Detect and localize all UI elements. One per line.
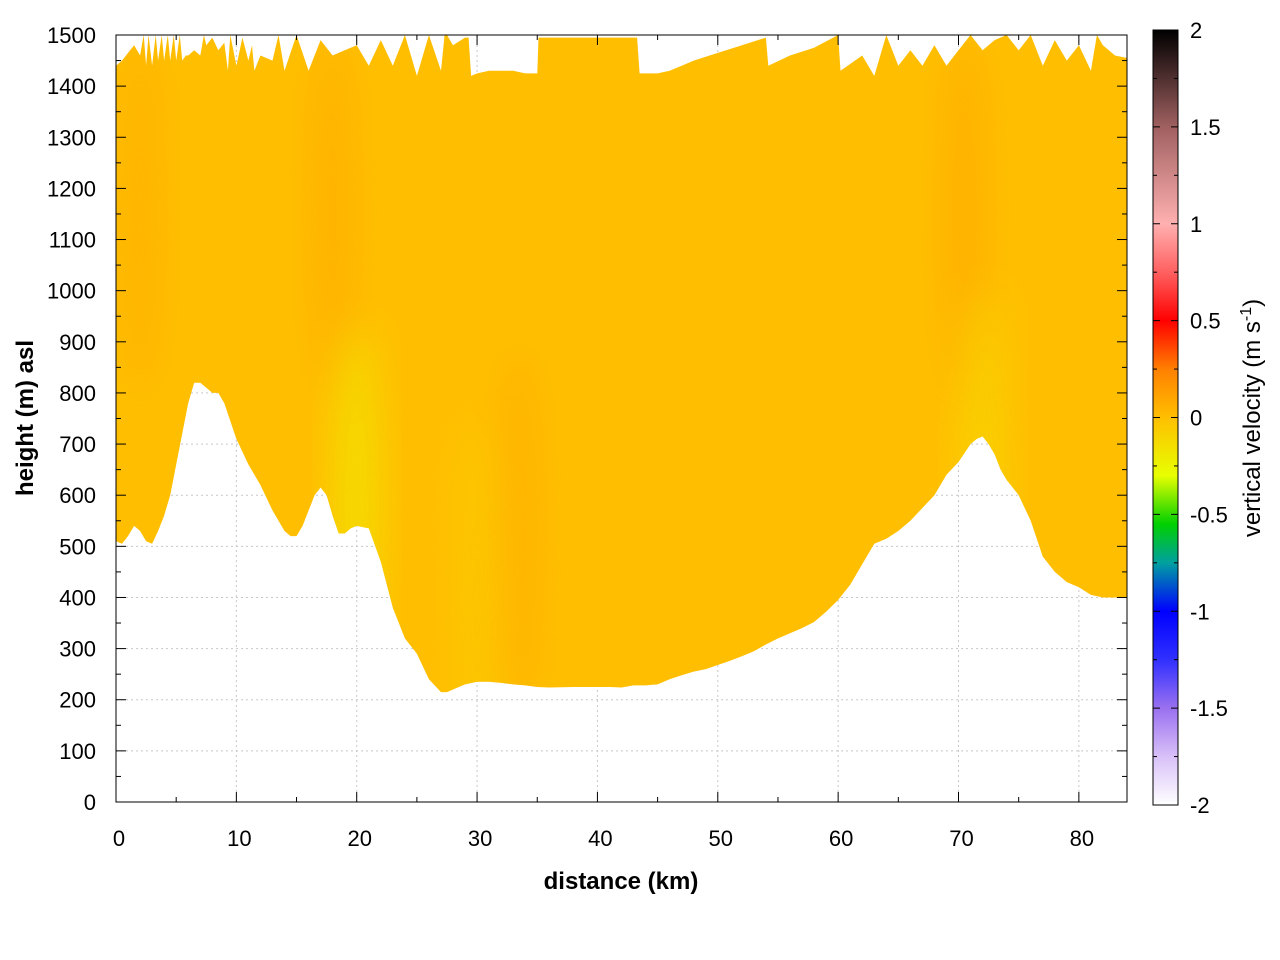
- x-tick-label: 60: [829, 826, 853, 851]
- y-axis: 0 100 200 300 400 500 600 700 800 900 1000 1100 1200…: [47, 23, 1127, 815]
- x-tick-label: 40: [588, 826, 612, 851]
- y-tick-label: 900: [59, 330, 96, 355]
- velocity-anomaly: [118, 35, 163, 394]
- colorbar-ticks: 2 1.5 1 0.5 0 -0.5 -1 -1.5 -2: [1153, 18, 1228, 818]
- x-tick-label: 10: [227, 826, 251, 851]
- colorbar-tick-label: 0: [1190, 406, 1202, 431]
- x-tick-label: 50: [709, 826, 733, 851]
- velocity-anomaly: [497, 345, 542, 693]
- y-tick-label: 1200: [47, 176, 96, 201]
- y-tick-label: 700: [59, 432, 96, 457]
- velocity-anomaly: [310, 35, 355, 394]
- y-tick-label: 1300: [47, 125, 96, 150]
- colorbar-title-text: vertical velocity (m s: [1239, 321, 1266, 537]
- x-tick-label: 20: [347, 826, 371, 851]
- colorbar-tick-label: 1: [1190, 212, 1202, 237]
- y-tick-label: 1400: [47, 74, 96, 99]
- colorbar-tick-label: -0.5: [1190, 502, 1228, 527]
- x-tick-label: 70: [949, 826, 973, 851]
- colorbar-tick-label: 1.5: [1190, 115, 1221, 140]
- colorbar-title-close: ): [1239, 299, 1266, 307]
- y-tick-label: 200: [59, 688, 96, 713]
- y-tick-label: 800: [59, 381, 96, 406]
- y-axis-title: height (m) asl: [12, 340, 39, 496]
- x-axis-title: distance (km): [544, 868, 699, 895]
- y-tick-label: 500: [59, 534, 96, 559]
- y-tick-label: 300: [59, 637, 96, 662]
- colorbar-title-superscript: -1: [1238, 307, 1255, 321]
- y-tick-label: 100: [59, 739, 96, 764]
- colorbar-tick-label: -1.5: [1190, 696, 1228, 721]
- x-tick-label: 30: [468, 826, 492, 851]
- y-tick-label: 600: [59, 483, 96, 508]
- colorbar-tick-label: 2: [1190, 18, 1202, 43]
- x-tick-label: 80: [1070, 826, 1094, 851]
- y-tick-label: 1000: [47, 279, 96, 304]
- y-tick-label: 1500: [47, 23, 96, 48]
- y-tick-label: 0: [84, 790, 96, 815]
- colorbar-tick-label: -1: [1190, 599, 1210, 624]
- y-tick-label: 1100: [49, 228, 96, 253]
- x-tick-label: 0: [113, 826, 125, 851]
- y-tick-label: 400: [59, 585, 96, 610]
- colorbar-title: vertical velocity (m s-1): [1238, 299, 1266, 537]
- x-axis: 0 10 20 30 40 50 60 70 80: [113, 35, 1094, 851]
- colorbar-tick-label: 0.5: [1190, 309, 1221, 334]
- colorbar-tick-label: -2: [1190, 793, 1210, 818]
